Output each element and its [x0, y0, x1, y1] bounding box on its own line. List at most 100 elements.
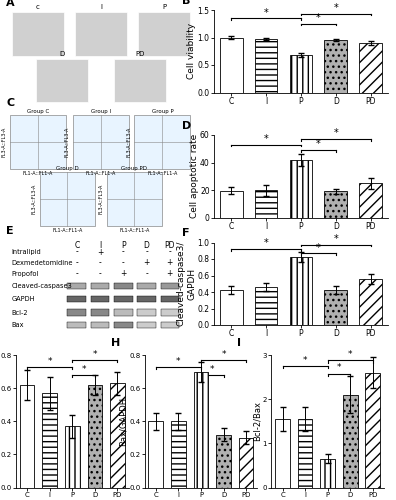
- Text: Dexmedetomidine: Dexmedetomidine: [11, 260, 73, 266]
- Text: +: +: [167, 258, 173, 268]
- Text: FL3-A::FL3-A: FL3-A::FL3-A: [65, 126, 70, 157]
- Text: C: C: [74, 242, 80, 250]
- Bar: [216, 434, 231, 488]
- Text: *: *: [316, 242, 321, 252]
- Text: Cleaved-caspase3: Cleaved-caspase3: [11, 283, 72, 289]
- Bar: [324, 290, 347, 325]
- Bar: [366, 372, 380, 488]
- Text: *: *: [48, 356, 52, 366]
- Bar: [255, 190, 278, 218]
- Bar: [137, 310, 156, 316]
- Text: I: I: [100, 4, 102, 10]
- Text: Bcl-2: Bcl-2: [11, 310, 28, 316]
- Text: *: *: [303, 356, 307, 365]
- Text: *: *: [176, 356, 181, 366]
- Text: *: *: [316, 13, 321, 23]
- Bar: [67, 310, 86, 316]
- Bar: [138, 12, 190, 56]
- Text: *: *: [221, 350, 226, 359]
- Text: *: *: [333, 128, 338, 138]
- Text: PD: PD: [135, 51, 145, 57]
- Bar: [91, 296, 109, 302]
- Bar: [114, 59, 166, 102]
- Text: FL3-A::FL3-A: FL3-A::FL3-A: [126, 126, 131, 157]
- Text: -: -: [145, 269, 148, 278]
- Bar: [255, 39, 278, 92]
- Bar: [320, 459, 335, 488]
- Text: -: -: [122, 248, 125, 256]
- Bar: [289, 55, 312, 92]
- Text: *: *: [348, 350, 352, 359]
- Bar: [20, 385, 34, 488]
- Text: D: D: [183, 121, 192, 131]
- Bar: [324, 40, 347, 92]
- Text: FL1-A::FL1-A: FL1-A::FL1-A: [119, 228, 150, 233]
- Bar: [160, 322, 179, 328]
- Text: *: *: [333, 234, 338, 244]
- Text: *: *: [93, 350, 97, 359]
- Text: FL1-A::FL1-A: FL1-A::FL1-A: [86, 170, 116, 175]
- Bar: [289, 160, 312, 218]
- Text: *: *: [333, 3, 338, 13]
- Text: P: P: [121, 242, 126, 250]
- Bar: [114, 296, 133, 302]
- Bar: [36, 59, 88, 102]
- Text: +: +: [143, 258, 150, 268]
- Bar: [148, 421, 163, 488]
- Text: -: -: [122, 258, 125, 268]
- Text: FL3-A::FL3-A: FL3-A::FL3-A: [99, 184, 103, 214]
- Text: FL3-A::FL3-A: FL3-A::FL3-A: [31, 184, 36, 214]
- Y-axis label: Bcl-2/Bax: Bcl-2/Bax: [252, 401, 261, 441]
- Text: PD: PD: [165, 242, 175, 250]
- Text: Group I: Group I: [91, 108, 111, 114]
- Bar: [137, 283, 156, 290]
- Text: F: F: [183, 228, 190, 238]
- Y-axis label: Cell apoptotic rate: Cell apoptotic rate: [190, 134, 198, 218]
- Text: *: *: [264, 8, 268, 18]
- Text: P: P: [162, 4, 166, 10]
- Text: -: -: [75, 269, 78, 278]
- Y-axis label: Bax/GAPDH: Bax/GAPDH: [119, 396, 128, 446]
- Bar: [220, 290, 243, 325]
- Bar: [114, 283, 133, 290]
- Text: I: I: [238, 338, 242, 348]
- Bar: [359, 279, 382, 325]
- Bar: [110, 383, 125, 488]
- Text: Propofol: Propofol: [11, 270, 39, 276]
- Bar: [114, 310, 133, 316]
- Bar: [67, 283, 86, 290]
- Text: -: -: [75, 248, 78, 256]
- Text: +: +: [120, 269, 126, 278]
- Text: *: *: [337, 364, 341, 372]
- Bar: [359, 43, 382, 92]
- Text: B: B: [183, 0, 191, 6]
- Bar: [194, 372, 208, 488]
- Y-axis label: Cleaved-caspase3/
GAPDH: Cleaved-caspase3/ GAPDH: [177, 241, 196, 326]
- Bar: [91, 310, 109, 316]
- Bar: [137, 296, 156, 302]
- Bar: [275, 419, 290, 488]
- Text: +: +: [167, 269, 173, 278]
- Text: H: H: [110, 338, 120, 348]
- Text: Group PD: Group PD: [122, 166, 147, 171]
- Text: C: C: [6, 98, 14, 108]
- Bar: [289, 258, 312, 325]
- Bar: [88, 385, 102, 488]
- Bar: [171, 421, 186, 488]
- Text: FL3-A::FL3-A: FL3-A::FL3-A: [2, 126, 7, 157]
- Bar: [11, 12, 64, 56]
- Text: -: -: [99, 269, 101, 278]
- Text: Group D: Group D: [56, 166, 79, 171]
- Text: I: I: [99, 242, 101, 250]
- Text: FL1-A::FL1-A: FL1-A::FL1-A: [23, 170, 53, 175]
- Bar: [137, 322, 156, 328]
- Bar: [239, 438, 253, 488]
- Text: Group P: Group P: [152, 108, 173, 114]
- Text: -: -: [168, 248, 171, 256]
- Bar: [343, 395, 358, 488]
- Text: *: *: [210, 365, 215, 374]
- Text: *: *: [264, 134, 268, 144]
- Bar: [75, 12, 127, 56]
- Text: E: E: [6, 226, 14, 235]
- Bar: [324, 192, 347, 218]
